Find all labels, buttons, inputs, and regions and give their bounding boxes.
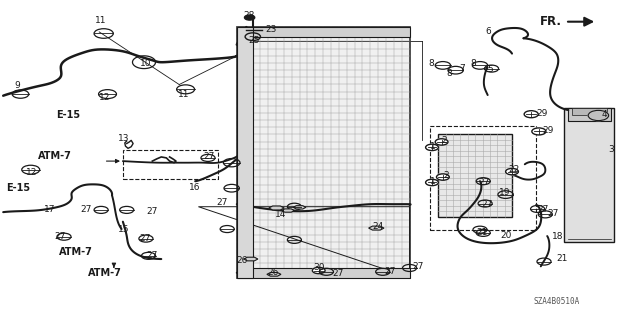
- Text: 24: 24: [372, 222, 384, 231]
- Text: 27: 27: [538, 205, 549, 214]
- Text: 25: 25: [248, 36, 260, 45]
- Text: 2: 2: [442, 136, 447, 145]
- Text: 6: 6: [485, 27, 491, 36]
- Text: 20: 20: [500, 231, 512, 240]
- Text: 27: 27: [146, 251, 157, 260]
- Bar: [430, 126, 536, 230]
- Text: 8: 8: [447, 69, 452, 78]
- Text: 11: 11: [178, 90, 189, 99]
- Text: 2: 2: [443, 171, 449, 180]
- Text: 21: 21: [557, 254, 568, 263]
- Bar: [237, 27, 410, 37]
- Text: 7: 7: [460, 64, 465, 73]
- Text: 12: 12: [26, 168, 37, 177]
- Text: 9: 9: [14, 81, 20, 90]
- Circle shape: [436, 174, 449, 180]
- Text: 26: 26: [237, 256, 248, 265]
- Circle shape: [312, 267, 325, 274]
- Polygon shape: [267, 272, 281, 276]
- Text: 17: 17: [44, 205, 55, 214]
- Text: 4: 4: [602, 110, 607, 119]
- Text: 13: 13: [118, 134, 130, 143]
- Bar: [564, 108, 614, 242]
- Text: 27: 27: [481, 200, 493, 209]
- Text: SZA4B0510A: SZA4B0510A: [534, 297, 580, 306]
- Circle shape: [506, 168, 518, 175]
- Text: 3: 3: [608, 145, 614, 154]
- Text: 27: 27: [216, 198, 228, 207]
- Text: FR.: FR.: [540, 15, 562, 28]
- Text: ATM-7: ATM-7: [88, 268, 122, 278]
- Text: 1: 1: [430, 142, 436, 151]
- Circle shape: [244, 15, 255, 20]
- Text: 12: 12: [99, 93, 111, 102]
- Text: ATM-7: ATM-7: [38, 151, 72, 161]
- Bar: [237, 27, 410, 278]
- Text: 5: 5: [488, 65, 493, 74]
- Bar: [438, 134, 512, 217]
- Text: 27: 27: [140, 234, 151, 243]
- Polygon shape: [293, 206, 306, 209]
- Circle shape: [426, 179, 438, 186]
- Text: 29: 29: [543, 126, 554, 135]
- Text: E-15: E-15: [6, 183, 31, 193]
- Text: 27: 27: [81, 205, 92, 214]
- Bar: [568, 108, 611, 121]
- Text: 8: 8: [429, 59, 435, 68]
- Text: 15: 15: [118, 225, 130, 234]
- Text: 28: 28: [243, 11, 255, 20]
- Text: 23: 23: [266, 25, 277, 34]
- Text: E-15: E-15: [56, 110, 81, 120]
- Text: 26: 26: [268, 268, 279, 277]
- Polygon shape: [244, 257, 258, 261]
- Circle shape: [524, 111, 538, 118]
- Text: 27: 27: [146, 207, 157, 216]
- Text: 14: 14: [275, 210, 287, 219]
- Circle shape: [532, 128, 546, 135]
- Text: 27: 27: [204, 152, 215, 161]
- Polygon shape: [369, 226, 384, 230]
- Text: 27: 27: [547, 209, 559, 218]
- Text: 18: 18: [552, 232, 563, 241]
- Polygon shape: [269, 206, 284, 210]
- Text: 22: 22: [509, 165, 520, 174]
- Circle shape: [588, 110, 609, 121]
- Text: 27: 27: [384, 267, 396, 276]
- Text: ATM-7: ATM-7: [59, 247, 93, 257]
- Text: 8: 8: [470, 59, 476, 68]
- Text: 21: 21: [477, 228, 488, 237]
- Text: 16: 16: [189, 183, 201, 192]
- Text: 11: 11: [95, 16, 106, 25]
- Polygon shape: [282, 209, 294, 212]
- Text: 1: 1: [430, 177, 436, 186]
- Text: 27: 27: [54, 232, 66, 241]
- Text: 30: 30: [314, 263, 325, 272]
- Text: 27: 27: [333, 269, 344, 278]
- Text: 29: 29: [536, 109, 548, 118]
- Bar: [237, 27, 253, 278]
- Text: 10: 10: [140, 59, 151, 68]
- Text: 19: 19: [499, 189, 511, 197]
- Bar: [572, 108, 607, 115]
- Text: 27: 27: [479, 178, 490, 187]
- Circle shape: [435, 139, 448, 145]
- Bar: [123, 150, 218, 179]
- Circle shape: [426, 144, 438, 151]
- Bar: [237, 268, 410, 278]
- Text: 27: 27: [413, 262, 424, 271]
